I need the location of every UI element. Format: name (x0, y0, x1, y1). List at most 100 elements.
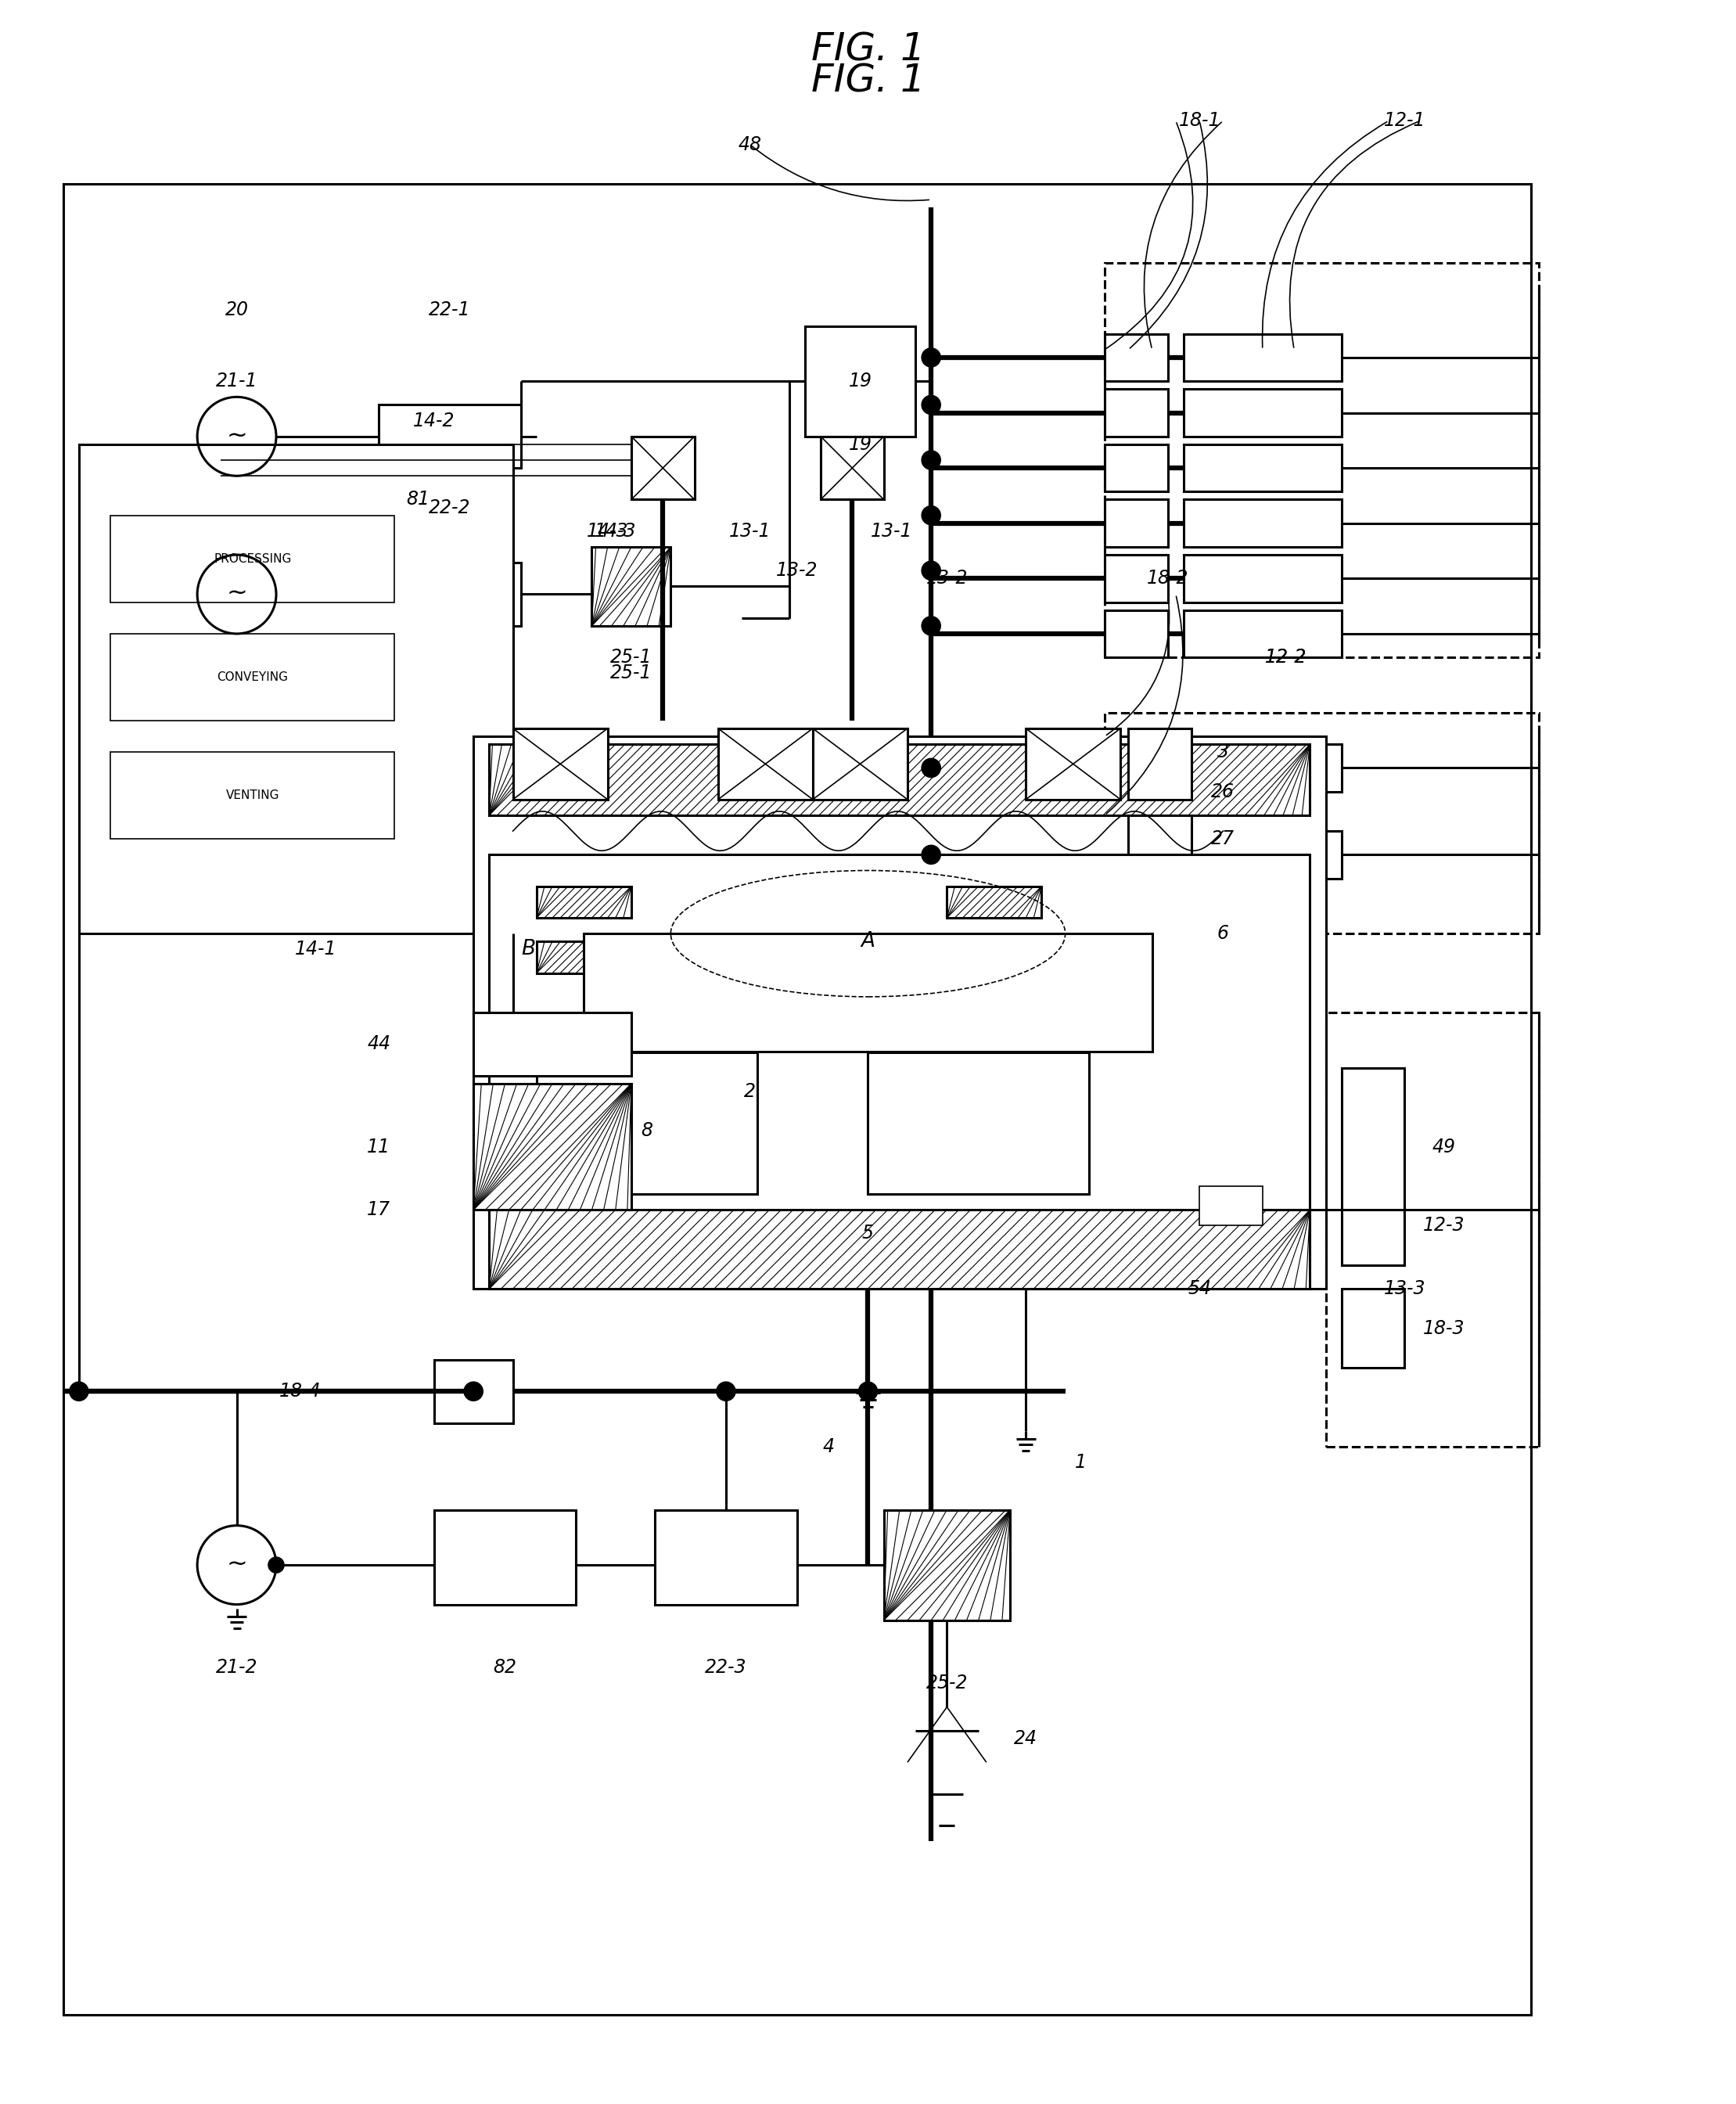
Bar (868, 1052, 1088, 1195)
Bar (1104, 335, 1168, 381)
Text: 14-3: 14-3 (594, 522, 637, 541)
Circle shape (922, 505, 941, 524)
Text: 14-3: 14-3 (587, 522, 628, 541)
Circle shape (922, 616, 941, 635)
Bar (474, 1084, 632, 1210)
Bar (1128, 814, 1191, 877)
Text: 44: 44 (366, 1035, 391, 1054)
Bar (1184, 610, 1342, 656)
Text: 25-2: 25-2 (925, 1675, 969, 1694)
Bar (632, 436, 694, 499)
Text: 82: 82 (493, 1658, 517, 1677)
Text: 11: 11 (366, 1138, 391, 1155)
Text: 12-1: 12-1 (1384, 112, 1425, 130)
Text: 18-3: 18-3 (1424, 1319, 1465, 1338)
Circle shape (922, 396, 941, 414)
Text: 4: 4 (823, 1437, 835, 1456)
Text: 13-2: 13-2 (776, 562, 818, 581)
Text: 14-2: 14-2 (413, 410, 455, 429)
Circle shape (69, 1382, 89, 1401)
Bar (1104, 831, 1168, 877)
Bar (1104, 610, 1168, 656)
Bar (62, 183, 1531, 2016)
Text: 27: 27 (1212, 829, 1234, 848)
Circle shape (717, 1382, 736, 1401)
Text: 19: 19 (849, 436, 871, 454)
Bar (378, 404, 521, 467)
Bar (1200, 1187, 1262, 1227)
Text: 12-3: 12-3 (1424, 1216, 1465, 1235)
Text: 12-2: 12-2 (1266, 648, 1307, 667)
Text: CONVEYING: CONVEYING (217, 671, 288, 684)
Text: FIG. 1: FIG. 1 (811, 63, 925, 101)
Text: 18-4: 18-4 (279, 1382, 321, 1401)
Text: 2: 2 (743, 1081, 755, 1100)
Text: 13-2: 13-2 (925, 568, 969, 587)
Bar (1104, 499, 1168, 547)
Bar (1026, 728, 1120, 800)
Bar (1184, 444, 1342, 492)
Bar (536, 1052, 757, 1195)
Bar (1104, 745, 1168, 791)
Bar (632, 436, 694, 499)
Text: 21-2: 21-2 (215, 1658, 257, 1677)
Circle shape (922, 450, 941, 469)
Bar (719, 728, 812, 800)
Text: 1: 1 (1075, 1454, 1087, 1473)
Bar (111, 515, 394, 602)
Circle shape (922, 846, 941, 865)
Bar (592, 547, 670, 625)
Bar (812, 728, 908, 800)
Text: ~: ~ (226, 425, 247, 448)
Bar (536, 886, 632, 917)
Text: 5: 5 (863, 1225, 873, 1243)
Bar (1184, 831, 1342, 877)
Text: 19: 19 (849, 372, 871, 391)
Circle shape (922, 347, 941, 366)
Text: ~: ~ (226, 583, 247, 606)
Bar (536, 940, 632, 972)
Bar (78, 444, 512, 934)
Bar (378, 562, 521, 625)
Circle shape (922, 757, 941, 776)
Text: 12-2: 12-2 (1266, 648, 1307, 667)
Text: 18-2: 18-2 (1147, 568, 1189, 587)
Text: B: B (521, 938, 536, 959)
Circle shape (859, 1382, 877, 1401)
Bar (1342, 1290, 1404, 1368)
Bar (474, 736, 1326, 1290)
Text: 22-3: 22-3 (705, 1658, 746, 1677)
Bar (111, 633, 394, 720)
Text: 21-1: 21-1 (215, 372, 257, 391)
Text: 22-1: 22-1 (429, 301, 470, 320)
Bar (1184, 499, 1342, 547)
Text: 25-1: 25-1 (611, 648, 653, 667)
Bar (434, 1511, 576, 1605)
Bar (1184, 555, 1342, 602)
Text: 14-1: 14-1 (295, 940, 337, 959)
Text: 13-3: 13-3 (1384, 1279, 1425, 1298)
Text: VENTING: VENTING (226, 789, 279, 802)
Circle shape (464, 1382, 483, 1401)
Text: 18-1: 18-1 (1179, 112, 1220, 130)
Text: 20: 20 (226, 301, 248, 320)
Bar (1128, 728, 1191, 800)
Text: 8: 8 (641, 1121, 653, 1140)
Bar (474, 1012, 632, 1075)
Bar (111, 751, 394, 839)
Text: 25-1: 25-1 (611, 663, 653, 682)
Text: 6: 6 (1217, 924, 1229, 943)
Circle shape (922, 562, 941, 581)
Bar (490, 854, 1311, 1290)
Bar (434, 1359, 512, 1422)
Bar (512, 728, 608, 800)
Bar (490, 745, 1311, 814)
Bar (654, 1511, 797, 1605)
Bar (583, 934, 1153, 1052)
Bar (821, 436, 884, 499)
Bar (1184, 389, 1342, 436)
Bar (1342, 1069, 1404, 1265)
Text: 26: 26 (1212, 783, 1234, 802)
Text: PROCESSING: PROCESSING (214, 553, 292, 564)
Bar (490, 1210, 1311, 1290)
